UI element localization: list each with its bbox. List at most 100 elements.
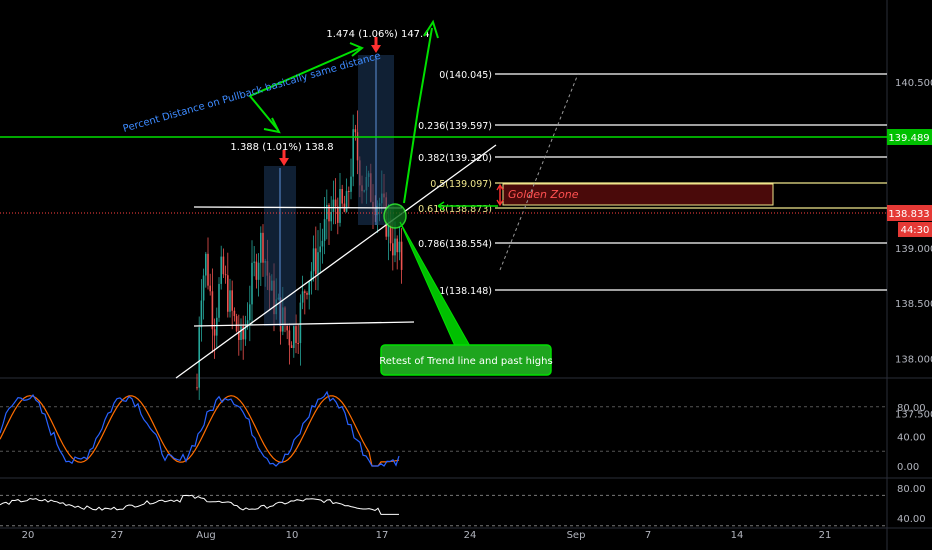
y-tick-label: 140.500 (895, 78, 932, 89)
candle (216, 307, 218, 350)
candle (198, 316, 200, 400)
candle-body (398, 241, 401, 253)
candle-body (348, 191, 350, 193)
candle-body (235, 316, 238, 332)
candle-body (394, 238, 396, 256)
fib-level-label: 1(138.148) (439, 286, 492, 297)
callout-box (380, 344, 552, 376)
candle-body (244, 326, 247, 340)
fib-retracement[interactable]: 0(140.045) 0.236(139.597) 0.382(139.320) 0.… (418, 70, 887, 297)
candle-body (326, 204, 328, 220)
down-arrow-icon (371, 37, 381, 53)
candle (286, 323, 288, 340)
candle (200, 279, 203, 342)
candle-body (198, 327, 200, 388)
candle-body (196, 387, 198, 389)
candle (398, 226, 401, 261)
stoch-y-tick-label: 40.00 (897, 432, 926, 443)
candle-body (308, 281, 310, 295)
candle (341, 184, 343, 209)
candle-body (354, 129, 357, 133)
projection-arrow-line (403, 27, 433, 204)
candle (319, 222, 321, 274)
candle (297, 324, 299, 354)
candle (293, 324, 295, 358)
candle (235, 313, 238, 333)
x-tick-label: Sep (567, 530, 586, 541)
candle (310, 262, 313, 295)
candle-body (304, 291, 306, 293)
candle-body (299, 302, 302, 344)
x-tick-label: Aug (196, 530, 216, 541)
candle-body (255, 261, 258, 280)
fib-level-label: 0.786(138.554) (418, 239, 492, 250)
candle (306, 291, 308, 300)
candle (308, 280, 310, 310)
candle-body (209, 285, 211, 292)
candle (317, 230, 319, 291)
stoch-d-line (0, 395, 400, 467)
candle (328, 203, 330, 245)
y-tick-label: 138.000 (895, 354, 932, 365)
candle (227, 252, 229, 318)
candle-body (238, 331, 240, 340)
projection-dashed-line (499, 73, 579, 271)
candle-body (319, 246, 321, 253)
candle (196, 373, 198, 391)
candle-body (352, 129, 354, 177)
candle (343, 195, 346, 213)
candle-body (288, 330, 291, 346)
candle-body (310, 271, 313, 282)
candle (257, 253, 260, 297)
candle-body (222, 256, 225, 275)
y-tick-label: 138.500 (895, 299, 932, 310)
callout-label: Retest of Trend line and past highs (379, 356, 552, 367)
stoch-k-line (0, 390, 400, 467)
candle (202, 268, 205, 320)
candle-body (202, 275, 205, 301)
candle-body (249, 304, 251, 321)
pullback-note: Percent Distance on Pullback basically s… (122, 51, 382, 135)
support-line-low (193, 321, 415, 327)
candle (209, 273, 211, 296)
candle-body (396, 238, 398, 253)
countdown-label: 44:30 (901, 225, 930, 236)
measure-label-1: 1.388 (1.01%) 138.8 (230, 142, 333, 153)
candle-body (328, 204, 330, 222)
candle-body (229, 290, 231, 312)
golden-zone-label: Golden Zone (508, 188, 579, 201)
candle-body (297, 342, 299, 344)
arrow-head-icon (263, 117, 281, 134)
candle-body (323, 219, 326, 241)
candle-body (330, 212, 332, 222)
candle-body (211, 291, 214, 330)
candle-body (216, 317, 218, 336)
rsi-y-tick-label: 40.00 (897, 514, 926, 525)
candle-body (213, 329, 216, 336)
candle (229, 278, 231, 318)
x-tick-label: 17 (376, 530, 389, 541)
candle-body (334, 199, 337, 207)
candle-body (220, 256, 222, 284)
candle-body (262, 232, 264, 263)
candle (260, 226, 262, 286)
candle (312, 235, 315, 282)
candle (321, 228, 324, 264)
x-tick-label: 14 (731, 530, 744, 541)
candle-body (224, 274, 227, 276)
candle-body (317, 252, 319, 274)
arrow-head-icon (349, 42, 364, 57)
retest-circle (383, 203, 407, 229)
candle (255, 253, 258, 289)
fib-level-label: 0.618(138.873) (418, 204, 492, 215)
candle-body (301, 291, 304, 303)
golden-zone-box (502, 183, 774, 206)
candle (315, 226, 317, 291)
candle (396, 235, 398, 270)
candle (220, 245, 222, 290)
candle (253, 246, 255, 277)
candle (400, 228, 403, 284)
candle (345, 178, 348, 213)
